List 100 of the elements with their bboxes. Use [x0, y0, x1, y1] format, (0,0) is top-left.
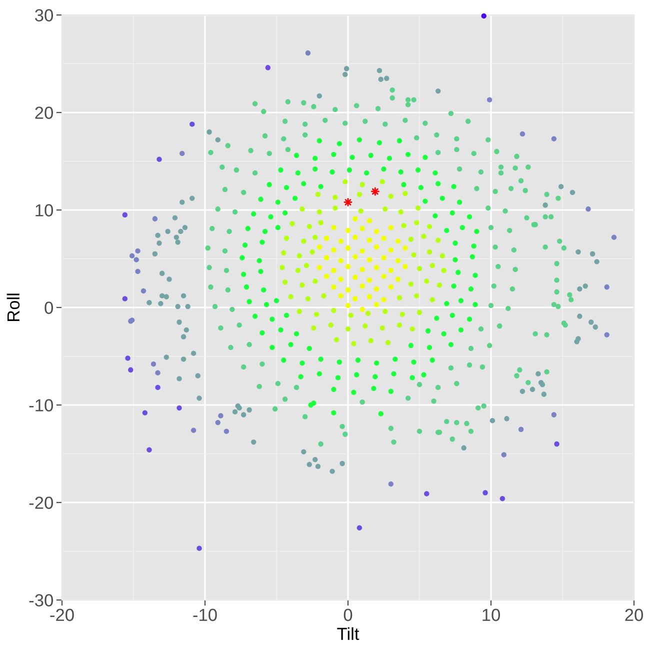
- point: [424, 491, 430, 496]
- point: [360, 306, 365, 312]
- point: [500, 496, 506, 502]
- x-tick-label: 0: [344, 608, 352, 622]
- point: [338, 293, 344, 298]
- point: [324, 236, 330, 241]
- point: [402, 245, 408, 251]
- x-tick-label: 10: [482, 608, 500, 622]
- point: [388, 268, 394, 274]
- x-tick-label: 20: [625, 608, 643, 622]
- point: [331, 224, 336, 230]
- point: [338, 258, 344, 264]
- y-tick-label: -20: [29, 496, 53, 509]
- point: [352, 274, 358, 280]
- point: [360, 226, 365, 232]
- point: [366, 257, 372, 262]
- point: [190, 428, 196, 433]
- y-tick-label: 0: [44, 302, 53, 314]
- point: [356, 525, 362, 530]
- point: [381, 255, 386, 260]
- point: [180, 150, 185, 156]
- point: [128, 367, 134, 372]
- point: [551, 412, 557, 418]
- point: [190, 122, 195, 127]
- point: [338, 238, 344, 244]
- point: [366, 218, 372, 224]
- point: [366, 238, 372, 243]
- point: [224, 428, 230, 434]
- point: [481, 13, 486, 19]
- point: [360, 266, 365, 272]
- point: [215, 420, 220, 426]
- point: [381, 297, 386, 302]
- point: [324, 274, 330, 279]
- point: [135, 248, 140, 254]
- point: [122, 212, 128, 218]
- point: [374, 286, 380, 292]
- point: [331, 247, 336, 253]
- point: [134, 257, 139, 262]
- point: [125, 356, 130, 361]
- point: [324, 255, 330, 260]
- point: [482, 490, 488, 496]
- y-tick-label: -10: [29, 399, 53, 412]
- point: [586, 206, 591, 212]
- point: [129, 253, 135, 258]
- point: [176, 405, 182, 411]
- point: [611, 234, 617, 240]
- point: [374, 302, 380, 308]
- point: [345, 302, 351, 308]
- y-tick-label: 10: [36, 204, 53, 216]
- point: [331, 284, 336, 290]
- point: [360, 248, 365, 254]
- point: [352, 254, 358, 260]
- point: [316, 244, 322, 250]
- point: [554, 441, 560, 447]
- point: [388, 481, 394, 487]
- point: [360, 283, 365, 289]
- point: [122, 296, 128, 302]
- point: [381, 236, 386, 241]
- point: [518, 426, 524, 432]
- point: [486, 97, 492, 102]
- point: [604, 332, 610, 338]
- point: [551, 136, 557, 142]
- point: [316, 264, 322, 270]
- point: [345, 264, 351, 270]
- point: [331, 268, 336, 274]
- y-tick-label: 30: [35, 9, 53, 22]
- point: [395, 258, 401, 264]
- y-axis-title: Roll: [6, 294, 20, 322]
- point: [366, 278, 372, 283]
- point: [501, 452, 506, 458]
- point: [402, 264, 408, 270]
- point: [156, 156, 162, 162]
- point: [388, 284, 394, 290]
- x-tick-label: -20: [50, 608, 74, 622]
- point: [395, 238, 401, 244]
- point: [352, 296, 358, 302]
- x-axis-title: Tilt: [337, 627, 360, 640]
- point: [345, 287, 351, 293]
- point: [345, 245, 351, 251]
- point: [366, 294, 372, 300]
- y-tick-label: -30: [29, 594, 53, 606]
- point: [142, 410, 148, 416]
- point: [146, 447, 152, 452]
- point: [218, 413, 224, 418]
- point: [305, 50, 311, 56]
- point: [152, 216, 158, 222]
- y-tick-label: 20: [35, 106, 53, 119]
- point: [345, 228, 351, 234]
- point: [604, 284, 610, 290]
- point: [388, 247, 394, 253]
- point: [352, 216, 358, 222]
- point: [155, 370, 160, 376]
- point: [338, 276, 344, 282]
- point: [352, 234, 358, 240]
- point: [374, 264, 380, 270]
- point: [395, 276, 401, 282]
- point: [388, 224, 394, 230]
- point: [196, 546, 202, 551]
- x-tick-label: -10: [193, 608, 217, 622]
- point: [140, 288, 146, 294]
